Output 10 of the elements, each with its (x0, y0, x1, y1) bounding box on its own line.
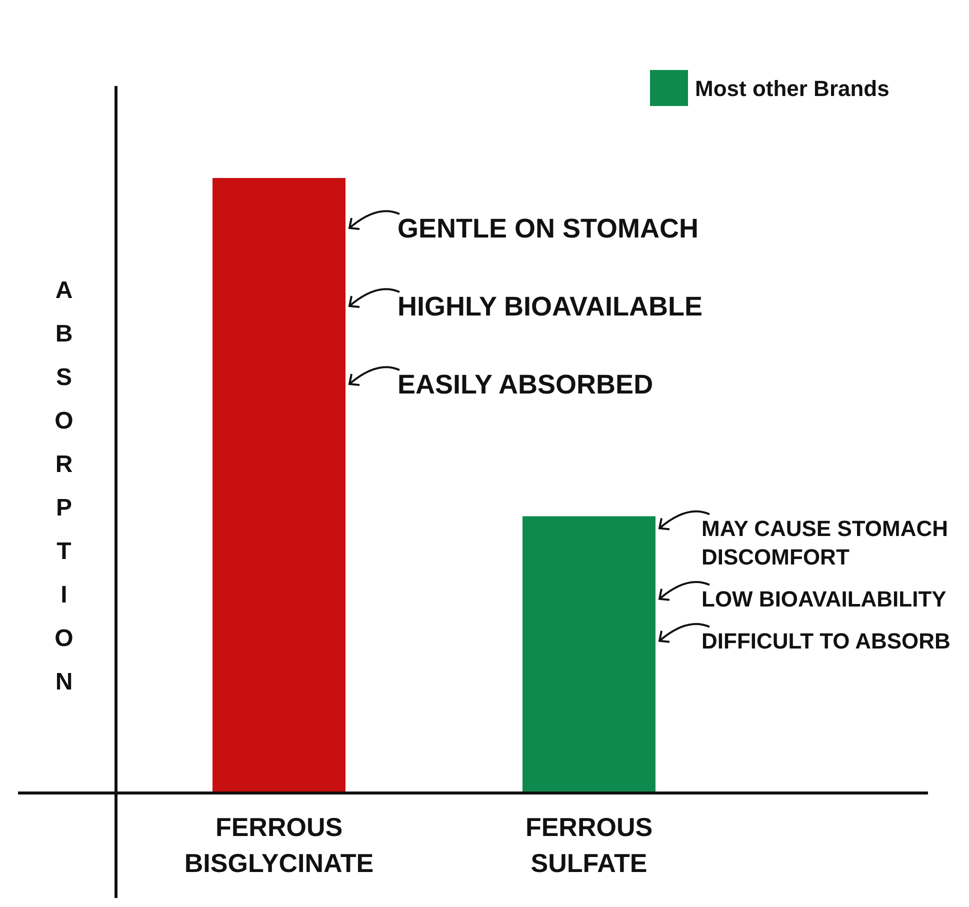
text: ABSORPTION (54, 277, 74, 696)
legend-label: Most other Brands (695, 76, 890, 101)
annotation: DIFFICULT TO ABSORB (702, 628, 950, 654)
annotation: MAY CAUSE STOMACH DISCOMFORT (702, 516, 948, 570)
x-tick-label: FERROUS SULFATE (525, 812, 653, 878)
annotation: HIGHLY BIOAVAILABLE (398, 291, 703, 322)
annotation: LOW BIOAVAILABILITY (702, 586, 947, 612)
annotation: EASILY ABSORBED (398, 369, 654, 400)
annotation: GENTLE ON STOMACH (398, 213, 699, 244)
x-tick-label: FERROUS BISGLYCINATE (184, 812, 374, 878)
